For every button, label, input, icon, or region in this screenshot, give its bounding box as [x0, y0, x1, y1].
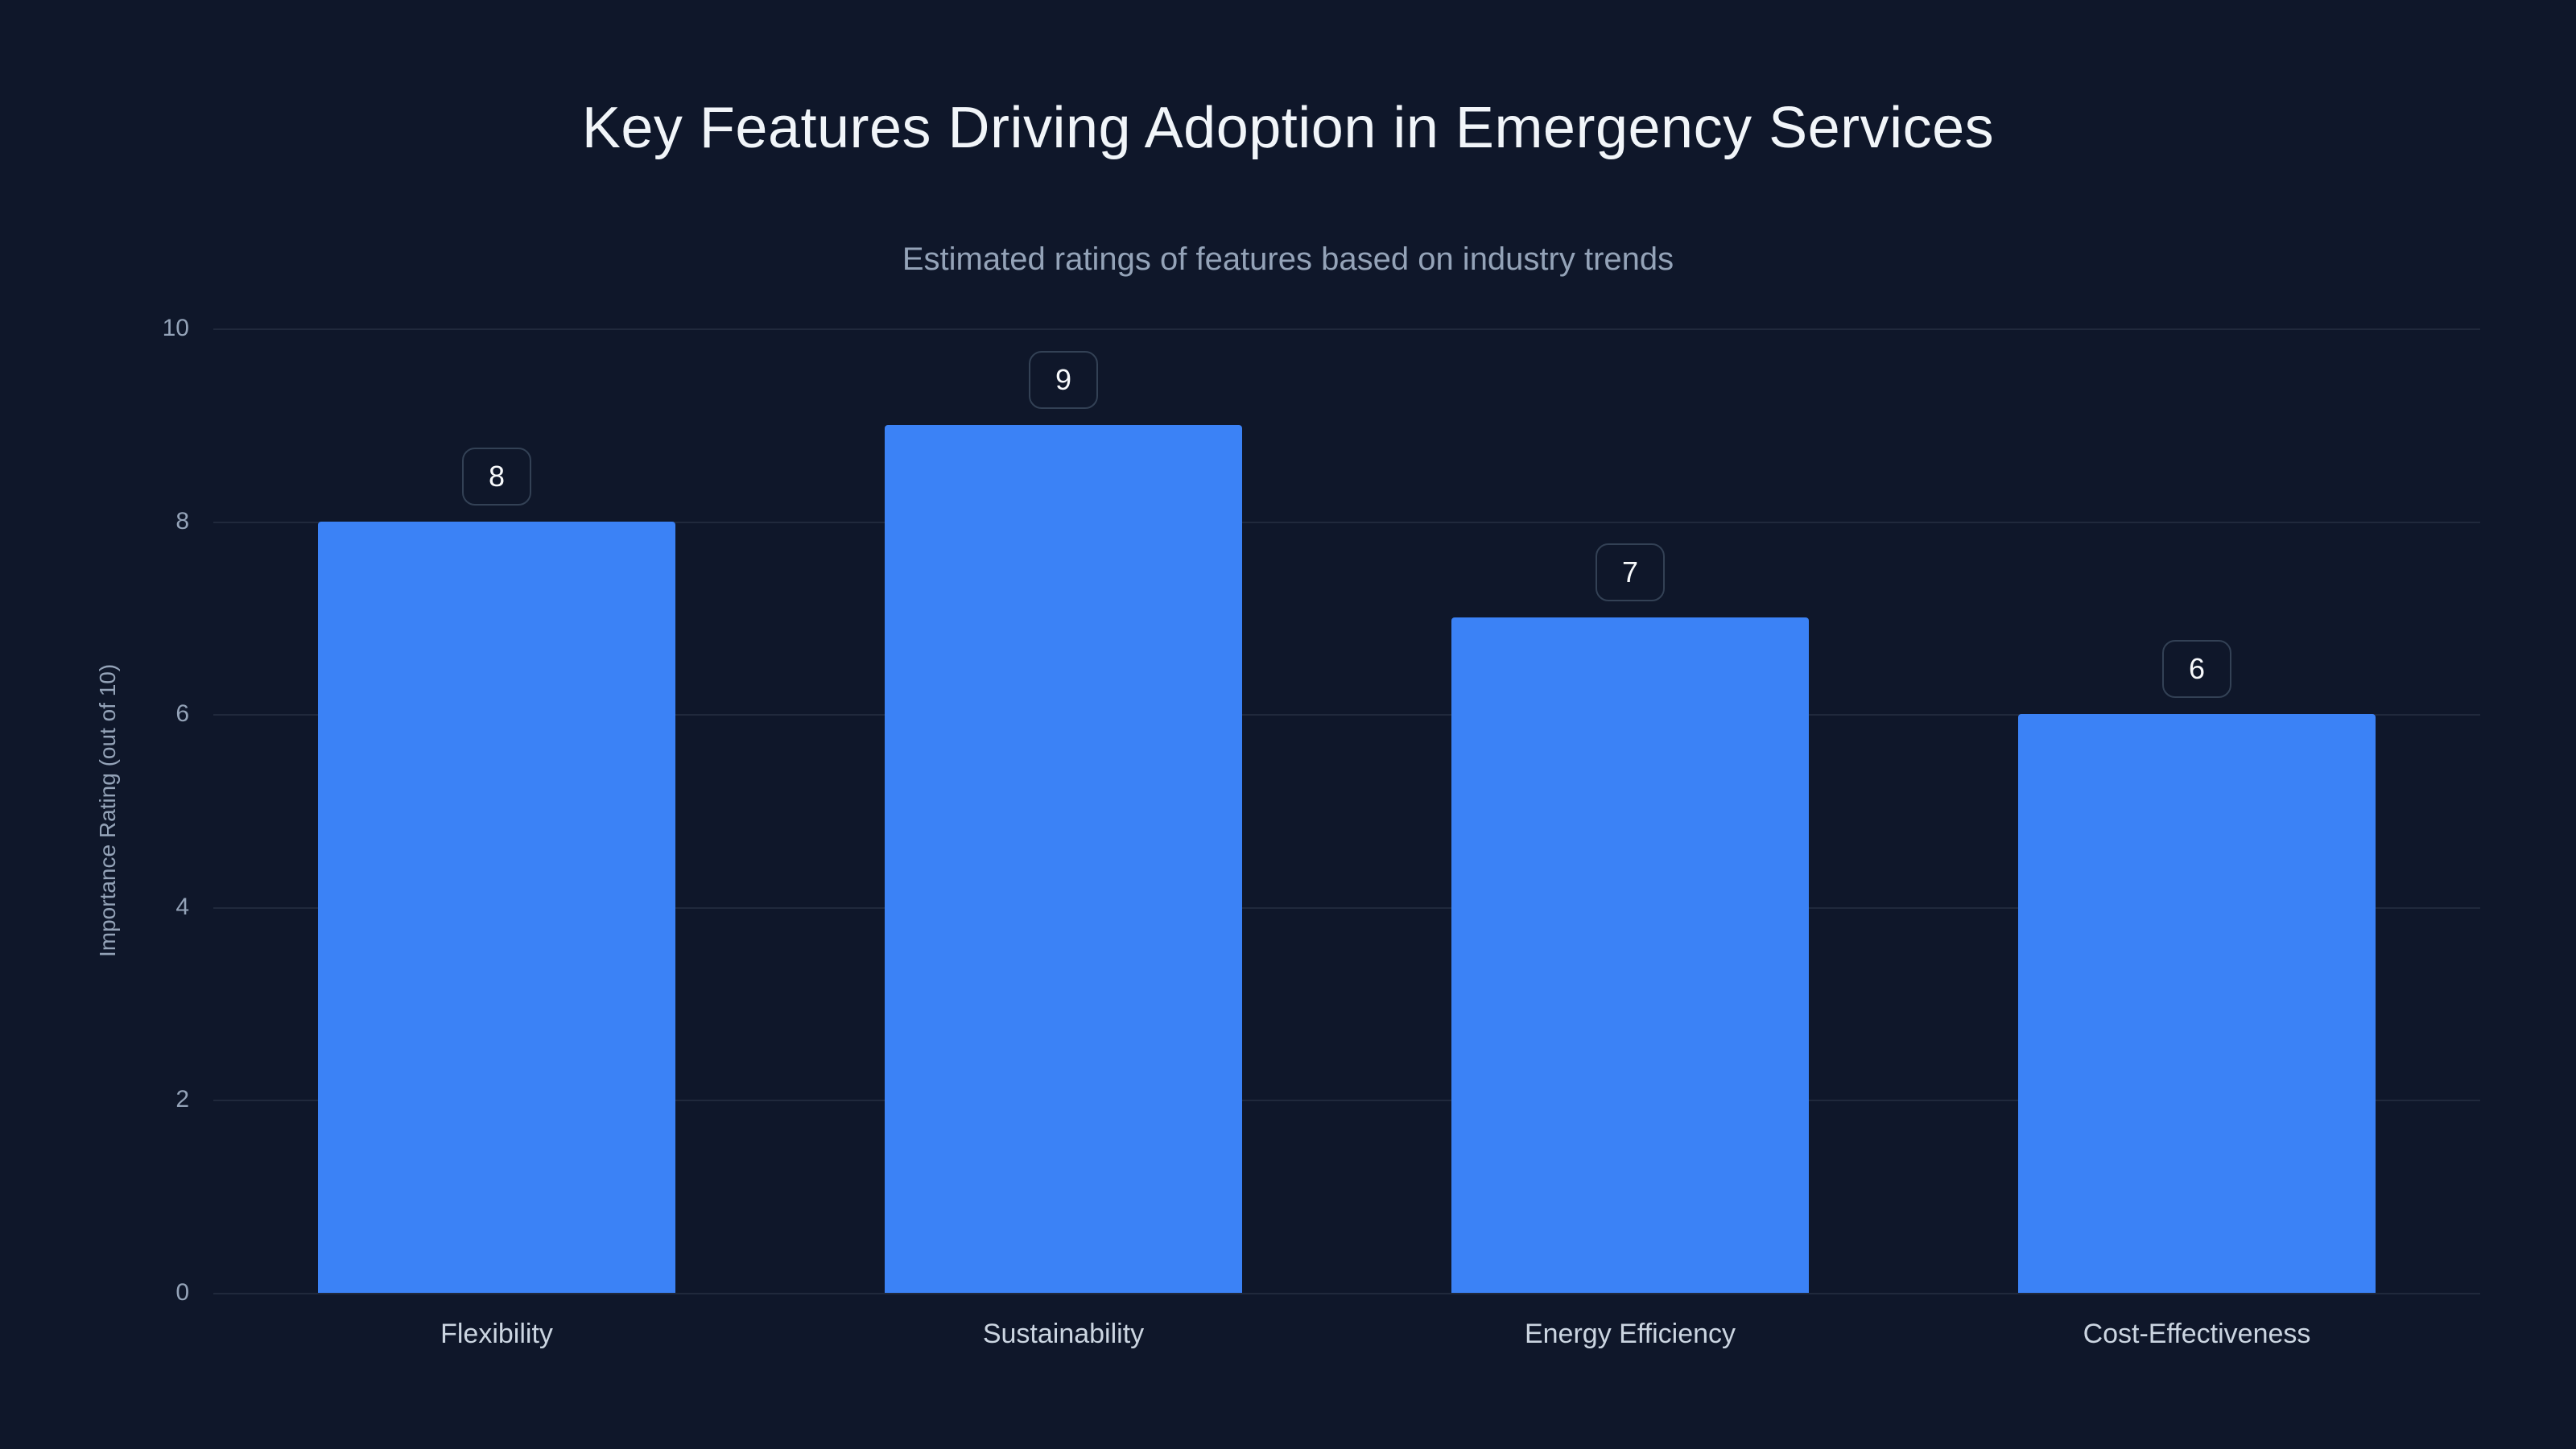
bar-group: 8 [213, 328, 780, 1293]
y-tick-label: 6 [175, 700, 189, 728]
y-tick-label: 10 [162, 315, 189, 341]
x-axis-labels: Flexibility Sustainability Energy Efficien… [213, 1319, 2480, 1350]
gridline [213, 328, 2480, 330]
gridline [213, 521, 2480, 523]
gridline [213, 1293, 2480, 1294]
x-axis-label: Energy Efficiency [1524, 1319, 1736, 1349]
x-axis-label: Cost-Effectiveness [2083, 1319, 2311, 1349]
x-axis-label: Sustainability [982, 1319, 1145, 1349]
y-tick-label: 0 [175, 1279, 189, 1306]
x-axis-label: Flexibility [440, 1319, 553, 1349]
bars-layer: 8 9 7 6 [213, 328, 2480, 1293]
bar-value-badge: 9 [1029, 350, 1098, 409]
chart-subtitle: Estimated ratings of features based on i… [902, 242, 1674, 277]
bar-value-badge: 8 [462, 447, 531, 506]
y-tick-label: 8 [175, 507, 189, 535]
bar-group: 6 [1913, 328, 2480, 1293]
bar-value-badge: 6 [2162, 640, 2231, 699]
gridline [213, 1100, 2480, 1102]
gridline [213, 714, 2480, 716]
y-axis-title: Importance Rating (out of 10) [95, 663, 120, 958]
bar-value-badge: 7 [1596, 543, 1665, 602]
bar[interactable] [2018, 714, 2376, 1293]
y-tick-label: 4 [175, 893, 189, 920]
bar[interactable] [1451, 617, 1809, 1293]
bar[interactable] [318, 521, 675, 1293]
y-tick-label: 2 [175, 1086, 189, 1113]
bar[interactable] [885, 424, 1242, 1293]
plot-area: 0 2 4 6 8 10 8 9 7 6 [163, 315, 2480, 1306]
chart-title: Key Features Driving Adoption in Emergen… [581, 96, 1995, 160]
bar-group: 9 [780, 328, 1347, 1293]
bar-group: 7 [1347, 328, 1913, 1293]
gridline [213, 906, 2480, 909]
